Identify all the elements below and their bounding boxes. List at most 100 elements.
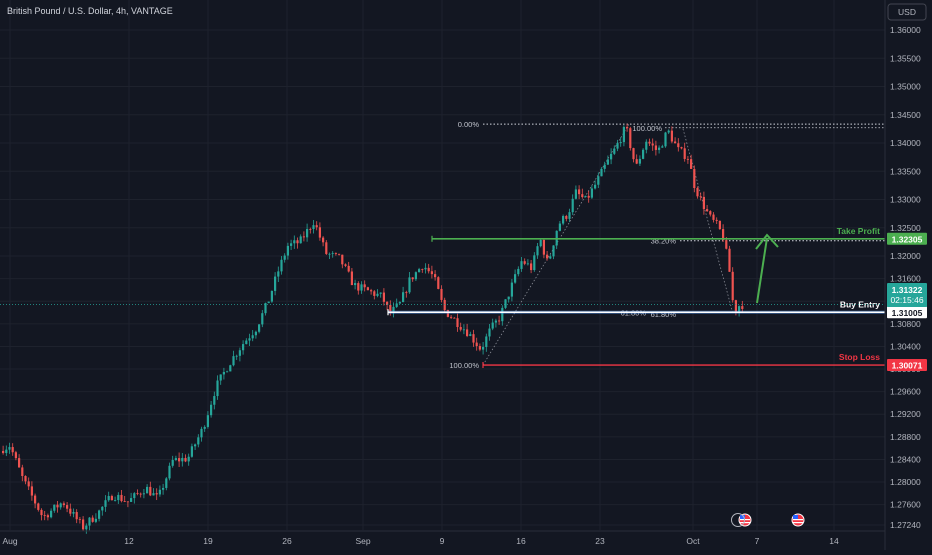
candle-body xyxy=(200,428,203,438)
candle-body xyxy=(357,283,360,291)
candle-body xyxy=(306,228,309,238)
candle-body xyxy=(248,338,251,341)
candle-body xyxy=(258,324,261,332)
arrow-shaft xyxy=(756,237,768,304)
candles[interactable] xyxy=(2,123,744,534)
candle-body xyxy=(162,487,165,490)
candle-body xyxy=(219,374,222,381)
candle-body xyxy=(261,313,264,325)
candle-body xyxy=(78,519,81,521)
last-price-value: 1.31322 xyxy=(892,285,923,295)
level-name: Stop Loss xyxy=(839,352,880,362)
level-take-profit[interactable]: Take Profit xyxy=(431,226,885,242)
event-icon-stripe xyxy=(793,522,803,524)
candle-body xyxy=(72,512,75,514)
candle-body xyxy=(728,248,731,272)
currency-button[interactable] xyxy=(887,3,927,21)
time-axis[interactable]: Aug 12 19 26 Sep 9 16 23 Oct 7 14 xyxy=(0,530,885,546)
candle-body xyxy=(37,503,40,510)
candle-body xyxy=(702,196,705,210)
candle-body xyxy=(680,147,683,149)
candle-body xyxy=(424,267,427,270)
candle-body xyxy=(85,525,88,530)
candle-body xyxy=(187,456,190,462)
target-arrow[interactable] xyxy=(755,233,779,304)
time-tick-label: 19 xyxy=(203,536,213,546)
candle-body xyxy=(690,159,693,169)
candle-body xyxy=(498,320,501,322)
candle-body xyxy=(373,291,376,296)
candle-body xyxy=(600,168,603,177)
candle-body xyxy=(286,245,289,256)
candle-body xyxy=(389,304,392,314)
candle-body xyxy=(734,300,737,312)
candle-body xyxy=(398,302,401,304)
economic-events[interactable] xyxy=(731,513,805,527)
candle-body xyxy=(658,147,661,150)
candle-body xyxy=(731,271,734,301)
candle-body xyxy=(546,254,549,259)
candle-body xyxy=(213,396,216,405)
candle-body xyxy=(494,320,497,323)
candle-body xyxy=(517,268,520,275)
candle-body xyxy=(738,306,741,312)
candle-body xyxy=(453,317,456,319)
candle-body xyxy=(686,158,689,160)
level-buy-entry[interactable]: Buy Entry xyxy=(387,299,885,316)
candle-body xyxy=(677,143,680,148)
candle-body xyxy=(299,236,302,244)
candle-body xyxy=(62,503,65,506)
candle-body xyxy=(645,141,648,150)
candle-body xyxy=(379,292,382,294)
level-price-tag xyxy=(887,359,927,372)
event-icon-stripe xyxy=(793,519,803,521)
candle-body xyxy=(408,277,411,293)
time-tick-label: 14 xyxy=(829,536,839,546)
candle-body xyxy=(322,237,325,243)
candle-body xyxy=(450,316,453,318)
candle-body xyxy=(466,329,469,336)
price-tick-label: 1.27600 xyxy=(890,500,921,510)
candle-body xyxy=(642,149,645,159)
candle-body xyxy=(101,506,104,511)
candle-body xyxy=(430,271,433,275)
candle-body xyxy=(664,132,667,147)
arrow-head xyxy=(755,233,779,250)
candle-body xyxy=(98,510,101,519)
candle-body xyxy=(558,223,561,231)
candle-body xyxy=(421,269,424,270)
candle-body xyxy=(562,215,565,224)
candle-body xyxy=(194,444,197,447)
candle-body xyxy=(510,282,513,297)
us-flag-event-icon[interactable] xyxy=(791,513,805,527)
candle-body xyxy=(133,493,136,499)
candle-body xyxy=(376,293,379,296)
candle-body xyxy=(50,510,53,518)
candle-body xyxy=(331,253,334,254)
candle-body xyxy=(414,272,417,280)
candle-body xyxy=(146,486,149,494)
candle-body xyxy=(270,290,273,302)
candle-body xyxy=(203,426,206,429)
trade-levels[interactable]: Take Profit Buy Entry Stop Loss xyxy=(0,226,885,369)
candle-body xyxy=(472,334,475,343)
candle-body xyxy=(581,194,584,198)
candle-body xyxy=(648,141,651,144)
event-icon-canton xyxy=(740,515,745,519)
candle-body xyxy=(274,276,277,291)
level-stop-loss[interactable]: Stop Loss xyxy=(482,352,885,369)
candle-body xyxy=(229,365,232,372)
price-tick-label: 1.35000 xyxy=(890,82,921,92)
price-tick-label: 1.29600 xyxy=(890,387,921,397)
candle-body xyxy=(395,303,398,307)
candle-body xyxy=(82,519,85,530)
candle-body xyxy=(66,505,69,509)
level-price-tag-text: 1.31005 xyxy=(892,308,923,318)
candle-body xyxy=(722,229,725,241)
candle-body xyxy=(670,130,673,142)
candle-body xyxy=(174,458,177,460)
candle-body xyxy=(440,288,443,300)
price-axis[interactable]: USD 1.36000 1.35500 1.35000 1.34500 1.34000 1.… xyxy=(884,0,932,550)
